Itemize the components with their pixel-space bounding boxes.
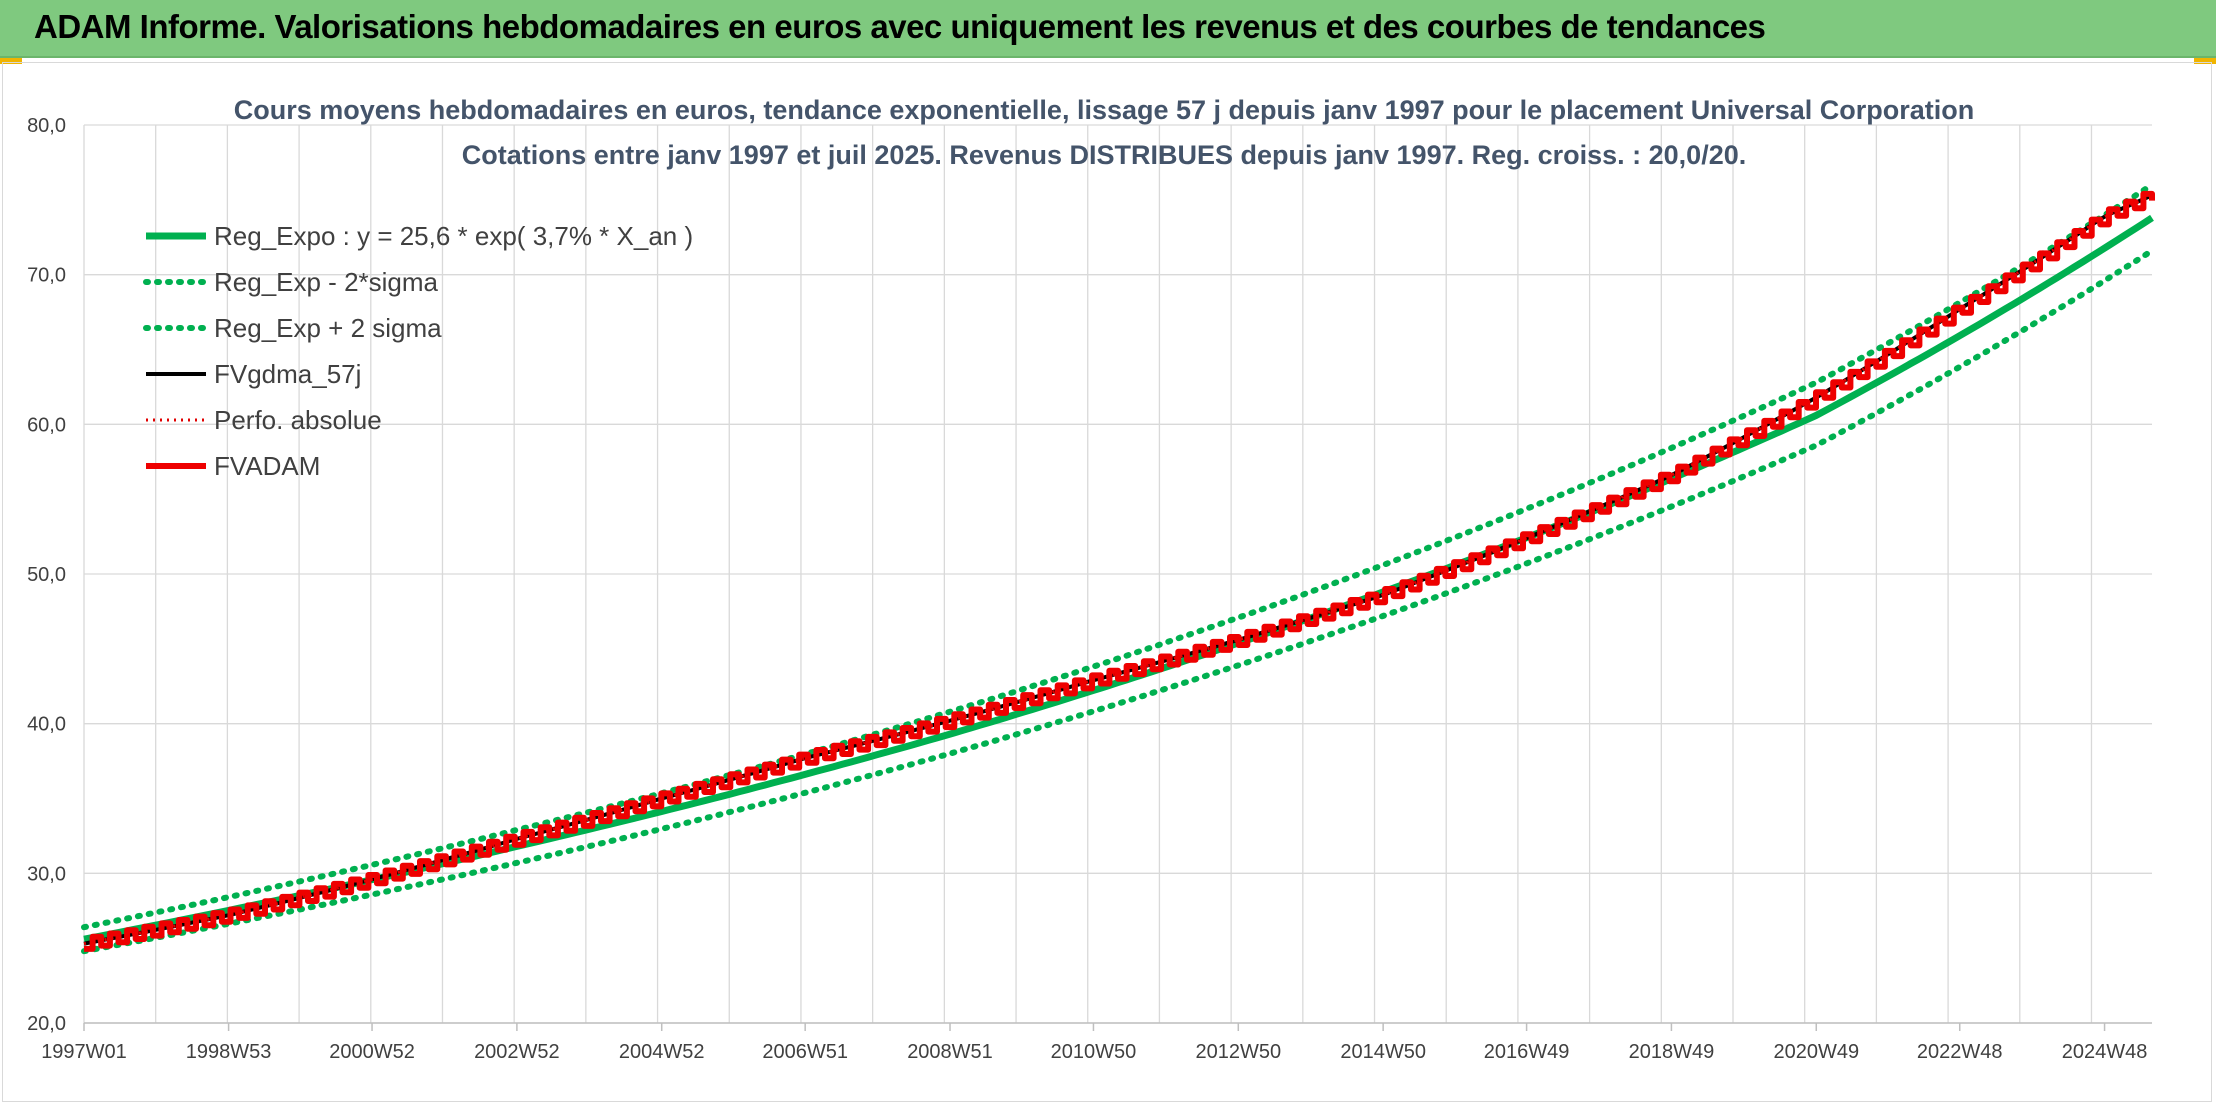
series-perfo-absolue: [83, 193, 2153, 946]
series-fvgdma-57j: [83, 193, 2153, 946]
chart-title: Cours moyens hebdomadaires en euros, ten…: [234, 95, 1975, 125]
x-tick-label: 2002W52: [474, 1041, 560, 1063]
legend: Reg_Expo : y = 25,6 * exp( 3,7% * X_an )…: [143, 221, 693, 481]
x-tick-label: 1998W53: [186, 1041, 272, 1063]
y-tick-label: 20,0: [27, 1013, 66, 1035]
legend-label: Perfo. absolue: [214, 405, 382, 435]
x-tick-label: 1997W01: [41, 1041, 127, 1063]
corner-mark: [0, 58, 22, 64]
x-tick-label: 2016W49: [1484, 1041, 1570, 1063]
series-layer: [81, 181, 2155, 955]
corner-mark: [2194, 58, 2216, 64]
chart-subtitle: Cotations entre janv 1997 et juil 2025. …: [462, 140, 1747, 170]
legend-label: Reg_Expo : y = 25,6 * exp( 3,7% * X_an ): [214, 221, 693, 251]
y-tick-label: 50,0: [27, 564, 66, 586]
y-tick-label: 40,0: [27, 714, 66, 736]
x-tick-label: 2020W49: [1773, 1041, 1859, 1063]
chart-area: [2, 62, 2212, 1102]
series-reg-plus-2sigma: [81, 181, 2155, 931]
series-fvadam: [84, 190, 2155, 952]
axes: 20,0 30,0 40,0 50,0 60,0 70,0 80,0 1997W01 1998W…: [27, 115, 2152, 1063]
x-tick-label: 2008W51: [907, 1041, 993, 1063]
y-tick-label: 70,0: [27, 265, 66, 287]
x-tick-label: 2010W50: [1051, 1041, 1137, 1063]
x-tick-label: 2012W50: [1195, 1041, 1281, 1063]
y-tick-label: 60,0: [27, 414, 66, 436]
report-banner: ADAM Informe. Valorisations hebdomadaire…: [0, 0, 2216, 58]
legend-label: Reg_Exp + 2 sigma: [214, 313, 442, 343]
x-tick-label: 2006W51: [762, 1041, 848, 1063]
report-title: ADAM Informe. Valorisations hebdomadaire…: [34, 8, 1766, 45]
x-tick-label: 2014W50: [1340, 1041, 1426, 1063]
x-tick-label: 2004W52: [619, 1041, 705, 1063]
y-tick-label: 30,0: [27, 863, 66, 885]
x-tick-label: 2000W52: [329, 1041, 415, 1063]
legend-label: FVgdma_57j: [214, 359, 361, 389]
legend-label: FVADAM: [214, 451, 320, 481]
x-tick-label: 2024W48: [2062, 1041, 2148, 1063]
x-tick-label: 2022W48: [1917, 1041, 2003, 1063]
x-tick-label: 2018W49: [1629, 1041, 1715, 1063]
series-reg-minus-2sigma: [81, 247, 2155, 955]
legend-label: Reg_Exp - 2*sigma: [214, 267, 439, 297]
y-tick-label: 80,0: [27, 115, 66, 137]
grid: [83, 124, 2152, 1024]
